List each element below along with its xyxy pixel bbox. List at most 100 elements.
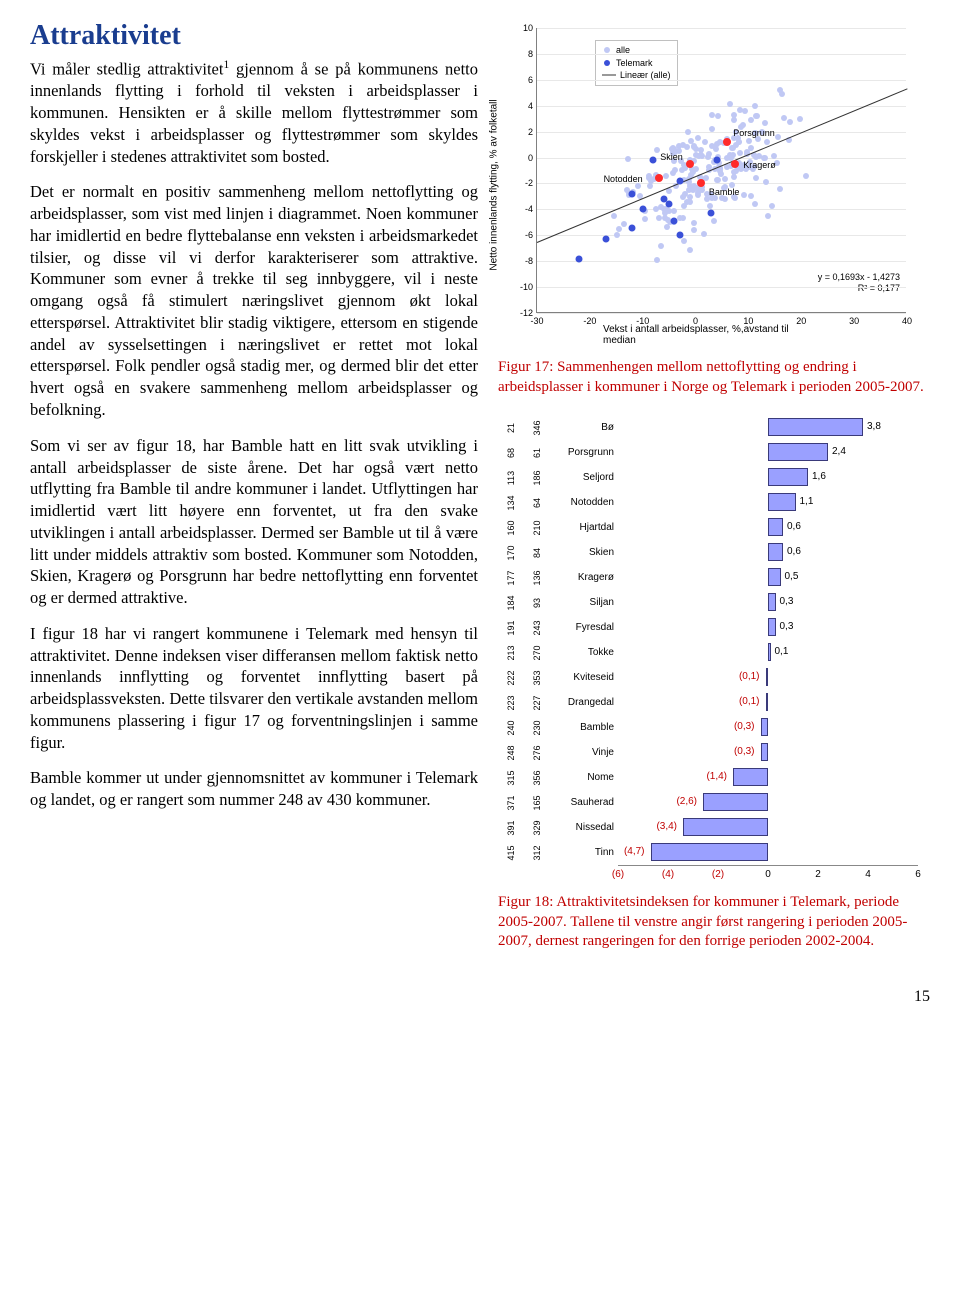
rank-previous: 227: [532, 690, 542, 716]
bar-area: 0,5: [618, 565, 918, 590]
bar-row: 213270Tokke0,1: [498, 640, 918, 665]
page-title: Attraktivitet: [30, 20, 478, 52]
scatter-point-alle: [686, 187, 692, 193]
bar-row: 6861Porsgrunn2,4: [498, 440, 918, 465]
equation-text: y = 0,1693x - 1,4273: [818, 272, 900, 282]
scatter-point-telemark: [666, 201, 673, 208]
scatter-point-alle: [707, 203, 713, 209]
scatter-point-alle: [763, 179, 769, 185]
bar-row: 21346Bø3,8: [498, 415, 918, 440]
bar-area: 0,6: [618, 515, 918, 540]
scatter-point-alle: [621, 221, 627, 227]
scatter-point-highlight: [655, 174, 663, 182]
y-tick-label: -4: [513, 204, 533, 214]
scatter-point-label: Kragerø: [743, 160, 776, 170]
bar-rect: [766, 693, 769, 711]
scatter-point-alle: [625, 156, 631, 162]
scatter-point-alle: [737, 107, 743, 113]
x-tick-label: -30: [530, 316, 543, 326]
y-tick-label: 10: [513, 23, 533, 33]
scatter-point-alle: [688, 138, 694, 144]
bar-rect: [768, 593, 776, 611]
scatter-point-alle: [731, 169, 737, 175]
scatter-point-alle: [731, 117, 737, 123]
right-column: Netto innenlands flytting, % av folketal…: [498, 20, 930, 970]
scatter-point-alle: [670, 170, 676, 176]
scatter-point-alle: [754, 113, 760, 119]
scatter-point-alle: [731, 174, 737, 180]
bar-rect: [651, 843, 769, 861]
bar-rect: [768, 543, 783, 561]
regression-equation: y = 0,1693x - 1,4273 R² = 0,177: [818, 272, 900, 294]
bar-row: 18493Siljan0,3: [498, 590, 918, 615]
rank-previous: 353: [532, 665, 542, 691]
bar-rect: [768, 418, 863, 436]
bar-value: (0,3): [734, 721, 755, 732]
scatter-point-telemark: [660, 196, 667, 203]
y-tick-label: 8: [513, 49, 533, 59]
bar-x-tick: 2: [815, 869, 821, 880]
paragraph: Vi måler stedlig attraktivitet1 gjennom …: [30, 58, 478, 167]
scatter-point-alle: [797, 116, 803, 122]
scatter-point-alle: [611, 213, 617, 219]
bar-label: Nissedal: [550, 822, 618, 833]
scatter-point-alle: [709, 126, 715, 132]
bar-x-tick: 6: [915, 869, 921, 880]
bar-row: 160210Hjartdal0,6: [498, 515, 918, 540]
bar-row: 240230Bamble(0,3): [498, 715, 918, 740]
bar-area: (3,4): [618, 815, 918, 840]
bar-label: Seljord: [550, 472, 618, 483]
bar-x-tick: (2): [712, 869, 724, 880]
rank-current: 248: [506, 740, 516, 766]
scatter-point-alle: [787, 119, 793, 125]
bar-label: Sauherad: [550, 797, 618, 808]
bar-area: 0,6: [618, 540, 918, 565]
scatter-point-alle: [762, 120, 768, 126]
scatter-point-alle: [777, 186, 783, 192]
rank-current: 371: [506, 790, 516, 816]
scatter-point-telemark: [676, 177, 683, 184]
scatter-point-highlight: [723, 138, 731, 146]
scatter-point-alle: [702, 139, 708, 145]
bar-area: 0,3: [618, 615, 918, 640]
scatter-point-label: Skien: [660, 152, 683, 162]
scatter-point-alle: [746, 138, 752, 144]
rank-previous: 276: [532, 740, 542, 766]
x-tick-label: 40: [902, 316, 912, 326]
regression-line: [537, 88, 907, 242]
scatter-point-alle: [779, 91, 785, 97]
bar-rect: [733, 768, 768, 786]
bar-row: 248276Vinje(0,3): [498, 740, 918, 765]
scatter-point-alle: [748, 193, 754, 199]
bar-value: 3,8: [867, 421, 881, 432]
scatter-x-axis-label: Vekst i antall arbeidsplasser, %,avstand…: [603, 324, 813, 346]
scatter-point-highlight: [686, 160, 694, 168]
scatter-point-label: Porsgrunn: [733, 128, 775, 138]
rank-current: 113: [506, 465, 516, 491]
bar-area: (4,7): [618, 840, 918, 865]
scatter-point-alle: [713, 146, 719, 152]
scatter-point-alle: [681, 238, 687, 244]
bar-rect: [768, 568, 781, 586]
bar-value: 0,6: [787, 546, 801, 557]
bar-value: 0,3: [780, 596, 794, 607]
rank-previous: 329: [532, 815, 542, 841]
bar-rect: [761, 743, 769, 761]
y-tick-label: 2: [513, 127, 533, 137]
y-tick-label: 4: [513, 101, 533, 111]
scatter-point-alle: [727, 101, 733, 107]
bar-value: (0,1): [739, 671, 760, 682]
rank-current: 68: [506, 440, 516, 466]
bar-rect: [766, 668, 769, 686]
bar-x-tick: (4): [662, 869, 674, 880]
rank-current: 213: [506, 640, 516, 666]
bar-area: (1,4): [618, 765, 918, 790]
bar-area: 0,3: [618, 590, 918, 615]
scatter-point-alle: [752, 201, 758, 207]
y-tick-label: -2: [513, 178, 533, 188]
scatter-point-telemark: [713, 157, 720, 164]
bar-label: Kragerø: [550, 572, 618, 583]
scatter-point-alle: [698, 147, 704, 153]
rank-previous: 346: [532, 415, 542, 441]
bar-label: Fyresdal: [550, 622, 618, 633]
